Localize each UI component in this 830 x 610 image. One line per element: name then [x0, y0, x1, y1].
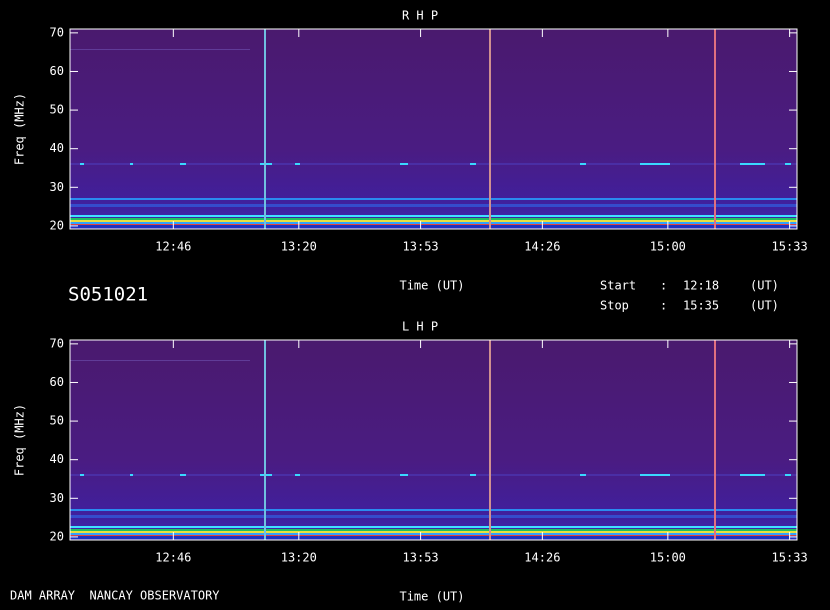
- x-axis-label: Time (UT): [399, 279, 464, 293]
- y-axis-label: Freq (MHz): [13, 404, 27, 476]
- x-tick-label: 13:53: [403, 551, 439, 565]
- footer: DAM ARRAY NANCAY OBSERVATORY: [10, 589, 220, 603]
- chart-title: L H P: [402, 320, 438, 334]
- unit: (UT): [750, 279, 779, 293]
- y-tick-label: 40: [50, 452, 64, 466]
- start-time: 12:18: [683, 279, 719, 293]
- x-tick-label: 13:20: [281, 240, 317, 254]
- y-axis-label: Freq (MHz): [13, 93, 27, 165]
- y-tick-label: 60: [50, 375, 64, 389]
- x-tick-label: 13:20: [281, 551, 317, 565]
- x-axis-label: Time (UT): [399, 590, 464, 604]
- y-tick-label: 70: [50, 25, 64, 39]
- separator: :: [660, 279, 667, 293]
- y-tick-label: 40: [50, 141, 64, 155]
- y-tick-label: 20: [50, 529, 64, 543]
- stop-time: 15:35: [683, 299, 719, 313]
- y-tick-label: 30: [50, 180, 64, 194]
- x-tick-label: 15:00: [650, 551, 686, 565]
- y-tick-label: 50: [50, 414, 64, 428]
- start-label: Start: [600, 279, 636, 293]
- x-tick-label: 15:33: [772, 240, 808, 254]
- unit: (UT): [750, 299, 779, 313]
- plot-frame: [69, 28, 798, 230]
- chart-title: R H P: [402, 9, 438, 23]
- stop-label: Stop: [600, 299, 629, 313]
- y-tick-label: 70: [50, 336, 64, 350]
- spectrogram: [70, 29, 797, 229]
- observation-id: S051021: [68, 284, 148, 306]
- plot-frame: [69, 339, 798, 541]
- x-tick-label: 15:33: [772, 551, 808, 565]
- x-tick-label: 15:00: [650, 240, 686, 254]
- x-tick-label: 14:26: [524, 240, 560, 254]
- spectrogram: [70, 340, 797, 540]
- y-tick-label: 60: [50, 64, 64, 78]
- x-tick-label: 13:53: [403, 240, 439, 254]
- y-tick-label: 30: [50, 491, 64, 505]
- separator: :: [660, 299, 667, 313]
- x-tick-label: 14:26: [524, 551, 560, 565]
- x-tick-label: 12:46: [155, 551, 191, 565]
- y-tick-label: 50: [50, 103, 64, 117]
- y-tick-label: 20: [50, 218, 64, 232]
- x-tick-label: 12:46: [155, 240, 191, 254]
